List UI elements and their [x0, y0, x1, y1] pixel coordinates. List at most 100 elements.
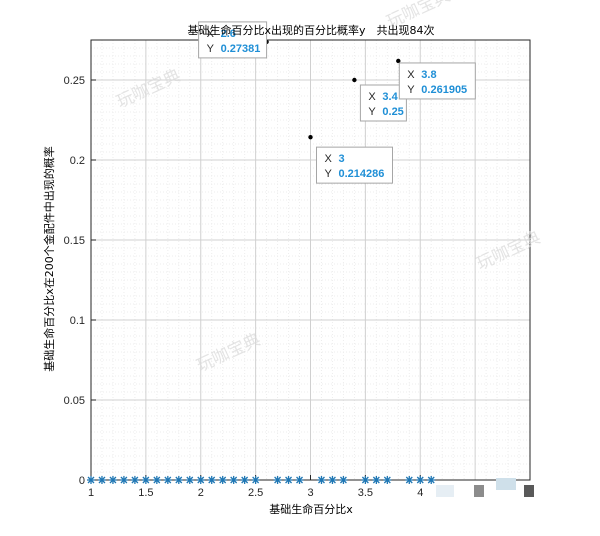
zero-marker [427, 476, 436, 484]
x-tick-label: 3.5 [358, 487, 373, 499]
zero-marker [240, 476, 249, 484]
marker-stroke [241, 476, 249, 484]
zero-marker [295, 476, 304, 484]
data-tip-box [359, 84, 407, 122]
marker-stroke [87, 476, 95, 484]
data-tip-box [316, 146, 393, 184]
data-tip: X 3.4 Y 0.25 [359, 84, 407, 122]
y-tick-label: 0.05 [64, 395, 85, 407]
y-tick-label: 0.15 [64, 235, 85, 247]
x-axis-label: 基础生命百分比x [269, 502, 353, 516]
data-tip-x-value: 3 [339, 153, 345, 165]
marker-stroke [208, 476, 216, 484]
blurred-region [496, 478, 516, 490]
zero-marker [141, 476, 150, 484]
marker-stroke [252, 476, 260, 484]
data-point [352, 77, 357, 83]
zero-marker [339, 476, 348, 484]
marker-stroke [109, 476, 117, 484]
zero-marker [405, 476, 414, 484]
data-tip-y-key: Y [325, 168, 333, 180]
marker-stroke [131, 476, 139, 484]
data-tip-box [198, 21, 268, 59]
zero-marker [97, 476, 106, 484]
marker-stroke [219, 476, 227, 484]
data-tip-x-value: 2.6 [221, 28, 236, 40]
marker-stroke [416, 476, 424, 484]
data-tip-y-key: Y [207, 43, 215, 55]
data-tip-y-value: 0.214286 [339, 168, 385, 180]
zero-marker [251, 476, 260, 484]
data-point [396, 58, 401, 64]
zero-marker [87, 476, 95, 484]
zero-marker [317, 476, 326, 484]
marker-stroke [427, 476, 435, 484]
y-tick-label: 0.1 [70, 315, 85, 327]
marker-stroke [153, 476, 161, 484]
marker-stroke [120, 476, 128, 484]
marker-stroke [405, 476, 413, 484]
marker-stroke [274, 476, 282, 484]
zero-marker [185, 476, 194, 484]
data-tip-y-value: 0.25 [382, 106, 403, 118]
data-tip-x-key: X [325, 153, 333, 165]
marker-stroke [318, 476, 325, 484]
blurred-region [474, 485, 484, 497]
marker-stroke [383, 476, 391, 484]
y-axis-label: 基础生命百分比x在200个金配件中出现的概率 [42, 146, 56, 372]
blurred-region [436, 485, 454, 497]
marker-stroke [186, 476, 194, 484]
zero-marker [328, 476, 337, 484]
x-tick-label: 2 [198, 487, 204, 499]
marker-stroke [361, 476, 369, 484]
y-tick-label: 0.25 [64, 75, 85, 87]
x-axis-ticks: 1 1.5 2 2.5 3 3.5 4 [88, 475, 423, 499]
zero-marker [163, 476, 172, 484]
marker-stroke [98, 476, 106, 484]
data-tip: X 3.8 Y 0.261905 [398, 62, 476, 100]
zero-marker [218, 476, 227, 484]
zero-marker [229, 476, 238, 484]
marker-stroke [175, 476, 183, 484]
marker-stroke [197, 476, 205, 484]
y-tick-label: 0.2 [70, 155, 85, 167]
data-tip: X 3Y 0.214286 [316, 146, 393, 184]
data-tip-y-value: 0.27381 [221, 43, 261, 55]
zero-marker [207, 476, 216, 484]
zero-marker [284, 476, 293, 484]
y-tick-label: 0 [79, 475, 85, 487]
marker-stroke [164, 476, 172, 484]
zero-marker [383, 476, 392, 484]
zero-marker [174, 476, 183, 484]
data-tip-y-key: Y [407, 84, 415, 96]
y-axis-ticks: 0 0.05 0.1 0.15 0.2 0.25 [64, 75, 96, 487]
zero-marker [273, 476, 282, 484]
data-tip-box [398, 62, 476, 100]
marker-stroke [328, 476, 336, 484]
zero-marker [130, 476, 139, 484]
zero-marker [196, 476, 205, 484]
blurred-region [524, 485, 534, 497]
data-tip-x-value: 3.8 [421, 69, 436, 81]
data-tip-x-key: X [207, 28, 215, 40]
data-tip: X 2.6 Y 0.27381 [198, 21, 268, 59]
zero-marker [119, 476, 128, 484]
data-tip-x-key: X [368, 91, 376, 103]
data-tip-x-value: 3.4 [382, 91, 398, 103]
marker-stroke [285, 476, 293, 484]
marker-stroke [230, 476, 238, 484]
x-tick-label: 2.5 [248, 487, 263, 499]
x-tick-label: 1.5 [138, 487, 153, 499]
data-point [308, 134, 313, 140]
data-tip-y-key: Y [368, 106, 376, 118]
marker-stroke [339, 476, 347, 484]
zero-marker [372, 476, 381, 484]
zero-marker [152, 476, 161, 484]
chart-title: 基础生命百分比x出现的百分比概率y 共出现84次 [187, 23, 434, 37]
marker-stroke [296, 476, 303, 484]
x-tick-label: 3 [307, 487, 313, 499]
marker-stroke [372, 476, 380, 484]
zero-marker [361, 476, 370, 484]
data-tip-x-key: X [407, 69, 415, 81]
